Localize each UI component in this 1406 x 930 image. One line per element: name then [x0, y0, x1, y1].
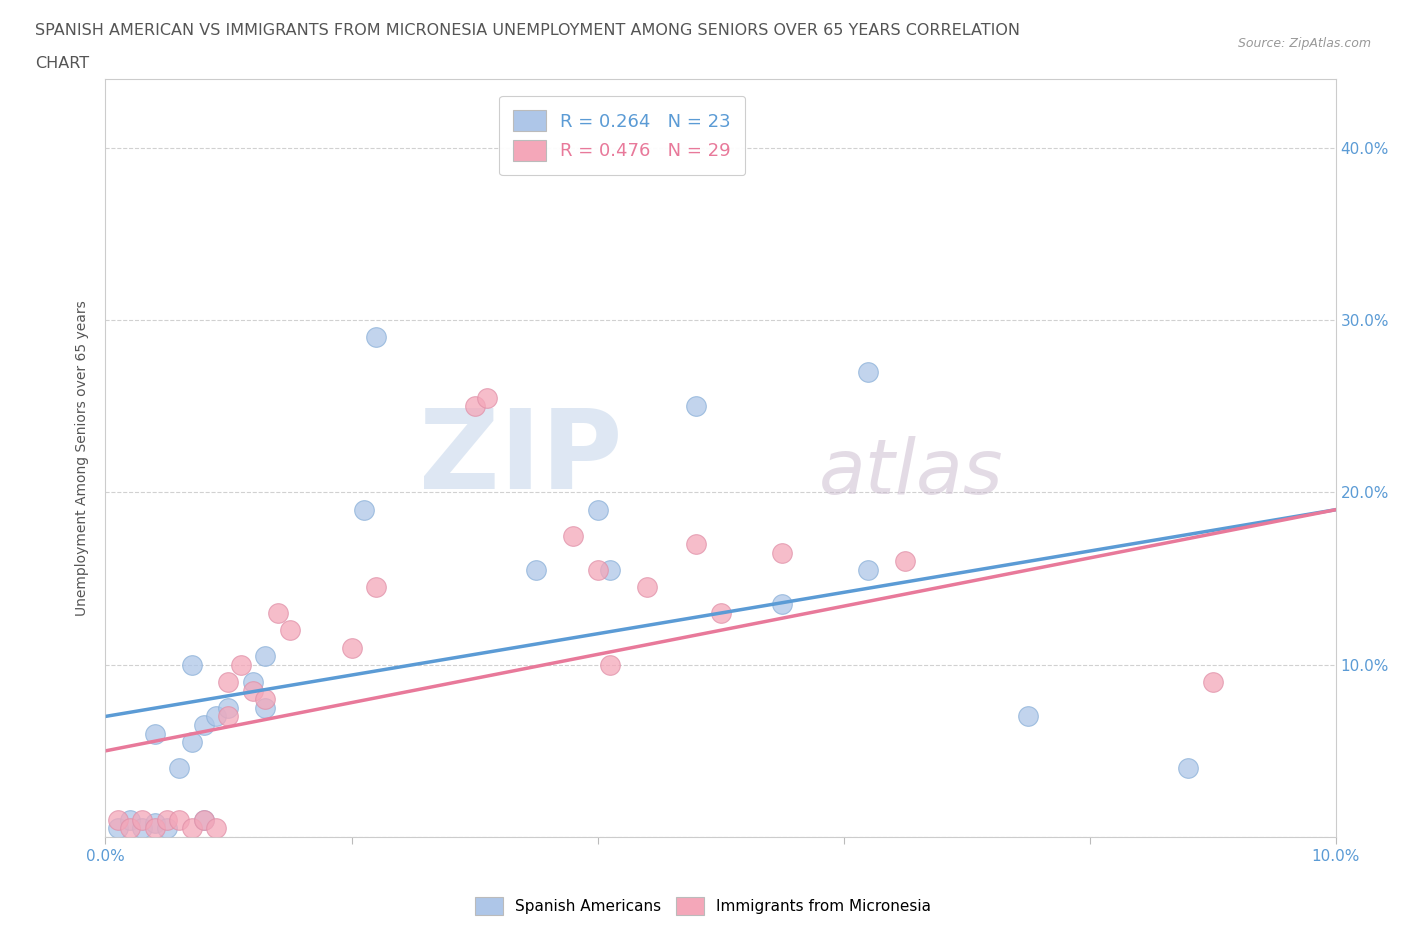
Point	[353, 502, 375, 517]
Point	[143, 816, 166, 830]
Point	[858, 563, 880, 578]
Point	[710, 605, 733, 620]
Point	[366, 330, 388, 345]
Point	[366, 579, 388, 594]
Point	[254, 649, 277, 664]
Point	[120, 812, 141, 827]
Point	[120, 821, 141, 836]
Point	[599, 658, 621, 672]
Legend: Spanish Americans, Immigrants from Micronesia: Spanish Americans, Immigrants from Micro…	[467, 889, 939, 923]
Point	[586, 563, 609, 578]
Point	[278, 623, 301, 638]
Point	[156, 812, 179, 827]
Point	[524, 563, 547, 578]
Point	[218, 709, 240, 724]
Point	[169, 761, 191, 776]
Point	[242, 674, 264, 689]
Point	[156, 821, 179, 836]
Point	[107, 821, 129, 836]
Point	[894, 554, 917, 569]
Point	[180, 735, 202, 750]
Point	[267, 605, 290, 620]
Point	[562, 528, 585, 543]
Point	[1017, 709, 1039, 724]
Point	[475, 391, 498, 405]
Point	[205, 821, 228, 836]
Point	[464, 399, 486, 414]
Legend: R = 0.264   N = 23, R = 0.476   N = 29: R = 0.264 N = 23, R = 0.476 N = 29	[499, 96, 745, 175]
Point	[143, 821, 166, 836]
Point	[169, 812, 191, 827]
Point	[143, 726, 166, 741]
Point	[218, 700, 240, 715]
Text: ZIP: ZIP	[419, 405, 621, 512]
Point	[586, 502, 609, 517]
Point	[1201, 674, 1223, 689]
Point	[1177, 761, 1199, 776]
Point	[180, 821, 202, 836]
Point	[685, 399, 707, 414]
Point	[685, 537, 707, 551]
Point	[242, 684, 264, 698]
Text: Source: ZipAtlas.com: Source: ZipAtlas.com	[1237, 37, 1371, 50]
Point	[131, 812, 153, 827]
Point	[193, 812, 215, 827]
Point	[599, 563, 621, 578]
Y-axis label: Unemployment Among Seniors over 65 years: Unemployment Among Seniors over 65 years	[76, 300, 90, 616]
Point	[229, 658, 252, 672]
Point	[193, 812, 215, 827]
Point	[107, 812, 129, 827]
Text: CHART: CHART	[35, 56, 89, 71]
Text: atlas: atlas	[818, 436, 1004, 511]
Point	[254, 692, 277, 707]
Point	[218, 674, 240, 689]
Point	[180, 658, 202, 672]
Point	[131, 821, 153, 836]
Point	[636, 579, 658, 594]
Point	[340, 640, 363, 655]
Text: SPANISH AMERICAN VS IMMIGRANTS FROM MICRONESIA UNEMPLOYMENT AMONG SENIORS OVER 6: SPANISH AMERICAN VS IMMIGRANTS FROM MICR…	[35, 23, 1021, 38]
Point	[770, 545, 793, 560]
Point	[205, 709, 228, 724]
Point	[193, 718, 215, 733]
Point	[770, 597, 793, 612]
Point	[858, 365, 880, 379]
Point	[254, 700, 277, 715]
